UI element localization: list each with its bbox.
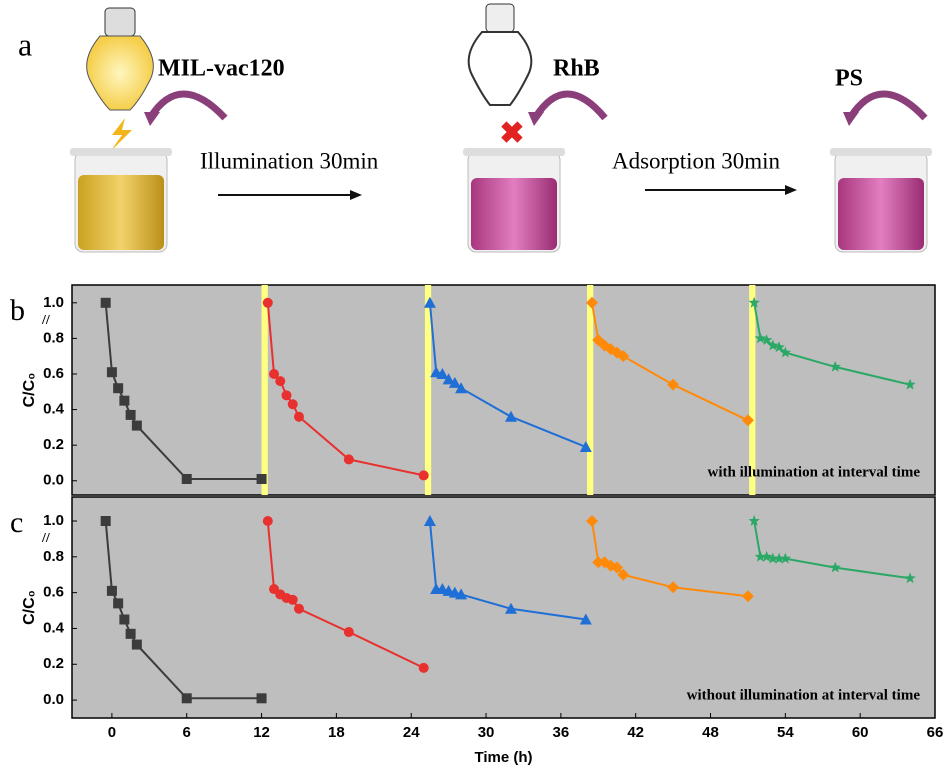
marker: [294, 604, 304, 614]
y-tick-label: 0.6: [43, 584, 64, 601]
x-tick-label: 36: [553, 724, 570, 741]
marker: [419, 470, 429, 480]
marker: [275, 376, 285, 386]
marker: [132, 640, 142, 650]
dye-label: RhB: [553, 56, 600, 82]
marker: [344, 454, 354, 464]
marker: [294, 412, 304, 422]
y-axis-label: C/C₀: [21, 373, 38, 408]
panel-label: b: [10, 294, 25, 327]
arrow-head: [843, 112, 859, 126]
additive-label: PS: [835, 66, 863, 92]
annotation: with illumination at interval time: [708, 464, 921, 480]
marker: [107, 586, 117, 596]
catalyst-label: MIL-vac120: [158, 56, 285, 82]
marker: [182, 693, 192, 703]
y-tick-label: 0.4: [43, 401, 65, 418]
marker: [107, 367, 117, 377]
panel-label: c: [10, 506, 23, 539]
illumination-band: [587, 285, 593, 495]
x-tick-label: 24: [403, 724, 420, 741]
y-tick-label: 0.0: [43, 691, 64, 708]
marker: [263, 516, 273, 526]
marker: [344, 627, 354, 637]
x-tick-label: 12: [253, 724, 270, 741]
annotation: without illumination at interval time: [687, 687, 921, 703]
beaker: [70, 148, 172, 252]
y-tick-label: 0.2: [43, 436, 64, 453]
marker: [288, 399, 298, 409]
marker: [119, 396, 129, 406]
y-tick-label: 1.0: [43, 512, 64, 529]
illumination-band: [262, 285, 268, 495]
panel-label: a: [18, 26, 32, 62]
unlit-bulb: [469, 4, 532, 105]
curved-arrow: [150, 94, 225, 118]
marker: [419, 663, 429, 673]
marker: [132, 421, 142, 431]
x-tick-label: 48: [702, 724, 719, 741]
x-tick-label: 54: [777, 724, 794, 741]
beaker: [830, 148, 932, 252]
schematic: a MIL-vac120 Illumination 30min ✖ RhB: [18, 4, 932, 252]
x-tick-label: 60: [852, 724, 869, 741]
arrow-head: [528, 112, 544, 126]
marker: [126, 410, 136, 420]
x-tick-label: 66: [927, 724, 944, 741]
y-tick-label: 0.8: [43, 329, 64, 346]
x-tick-label: 30: [478, 724, 495, 741]
marker: [101, 516, 111, 526]
x-tick-label: 18: [328, 724, 345, 741]
marker: [257, 474, 267, 484]
marker: [113, 383, 123, 393]
axis-break: //: [41, 531, 51, 546]
curved-arrow: [850, 94, 925, 118]
marker: [101, 298, 111, 308]
marker: [119, 614, 129, 624]
cross: ✖: [499, 117, 524, 150]
curved-arrow: [535, 94, 605, 118]
y-tick-label: 0.2: [43, 655, 64, 672]
y-axis-label: C/C₀: [21, 590, 38, 625]
marker: [126, 629, 136, 639]
marker: [288, 595, 298, 605]
y-tick-label: 0.4: [43, 619, 65, 636]
figure: a MIL-vac120 Illumination 30min ✖ RhB: [0, 0, 946, 770]
step-label: Illumination 30min: [200, 148, 379, 173]
marker: [263, 298, 273, 308]
arrow-head: [350, 190, 362, 200]
y-tick-label: 1.0: [43, 294, 64, 311]
y-tick-label: 0.6: [43, 365, 64, 382]
axis-break: //: [41, 313, 51, 328]
lit-bulb: [87, 8, 154, 152]
x-tick-label: 6: [183, 724, 191, 741]
x-axis-label: Time (h): [474, 749, 532, 766]
x-tick-label: 42: [627, 724, 644, 741]
y-tick-label: 0.0: [43, 472, 64, 489]
marker: [282, 390, 292, 400]
y-tick-label: 0.8: [43, 548, 64, 565]
arrow-head: [144, 112, 160, 126]
marker: [257, 693, 267, 703]
x-tick-label: 0: [108, 724, 116, 741]
marker: [113, 598, 123, 608]
arrow-head: [785, 185, 797, 195]
step-label: Adsorption 30min: [612, 148, 781, 173]
marker: [182, 474, 192, 484]
beaker: [463, 148, 565, 252]
